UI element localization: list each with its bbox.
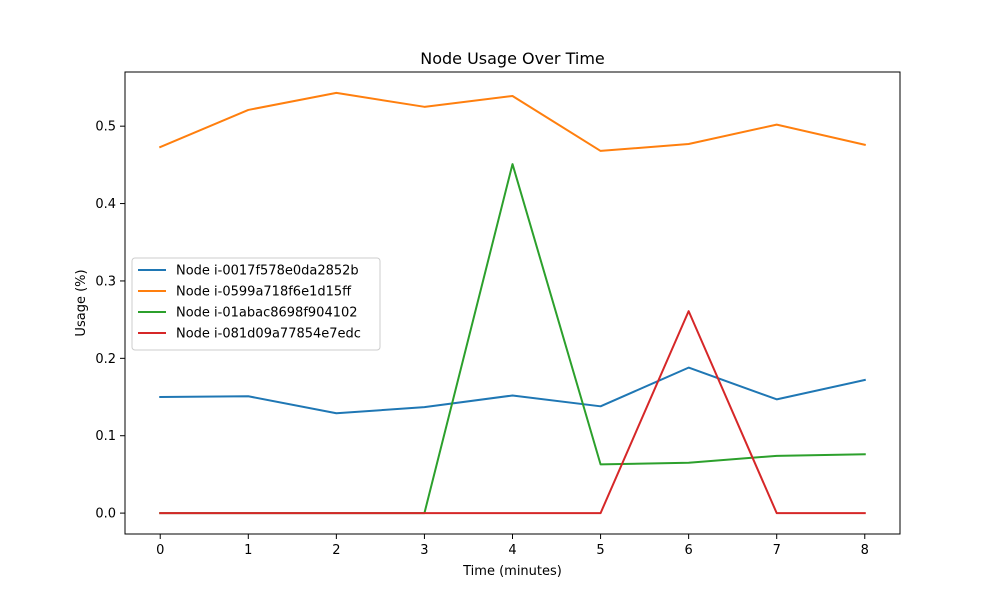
x-axis-label: Time (minutes) [462,564,562,579]
y-tick-label: 0.2 [95,352,116,367]
x-tick-label: 4 [508,543,516,558]
series-line-0 [159,366,866,415]
x-tick-label: 6 [684,543,692,558]
y-axis: 0.0 0.1 0.2 0.3 0.4 0.5 [95,120,125,522]
legend-label-1: Node i-0599a718f6e1d15ff [176,285,352,300]
x-tick-label: 0 [156,543,164,558]
x-tick-label: 3 [420,543,428,558]
legend-box [131,257,381,351]
series-line-1 [158,91,866,152]
x-tick-label: 8 [861,543,869,558]
x-tick-label: 1 [244,543,252,558]
x-axis: 0 1 2 3 4 5 6 7 8 [156,534,869,558]
y-tick-label: 0.4 [95,197,116,212]
chart-title: Node Usage Over Time [420,49,605,68]
series-line-3 [159,310,866,515]
y-tick-label: 0.5 [95,120,116,135]
x-tick-label: 5 [596,543,604,558]
plot-area [158,91,866,515]
x-tick-label: 7 [773,543,781,558]
legend-label-0: Node i-0017f578e0da2852b [176,264,359,279]
x-tick-label: 2 [332,543,340,558]
y-axis-label: Usage (%) [74,269,89,336]
legend-label-2: Node i-01abac8698f904102 [176,306,358,321]
y-tick-label: 0.3 [95,274,116,289]
legend: Node i-0017f578e0da2852b Node i-0599a718f… [131,257,381,351]
y-tick-label: 0.0 [95,507,116,522]
y-tick-label: 0.1 [95,429,116,444]
legend-label-3: Node i-081d09a77854e7edc [176,327,361,342]
